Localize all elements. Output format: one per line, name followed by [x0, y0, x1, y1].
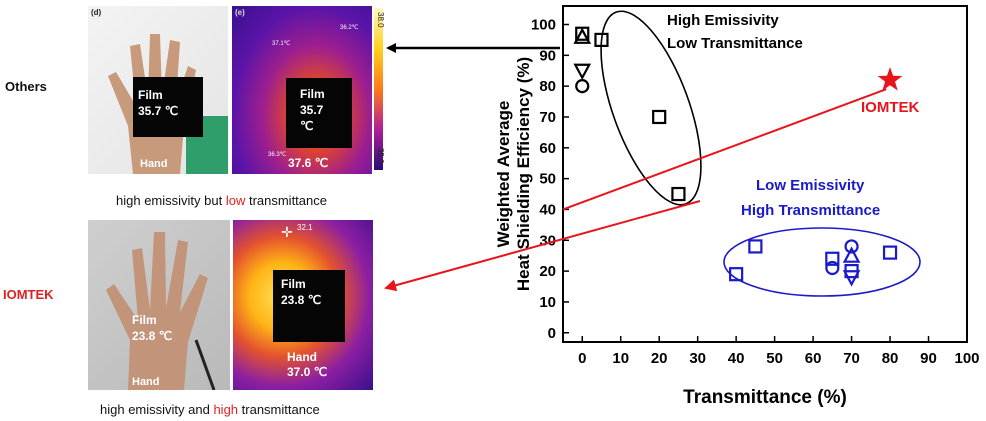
y-tick-label: 50: [539, 171, 556, 188]
trend-line-group: [562, 88, 887, 211]
film-text: Film: [132, 313, 157, 327]
group-label-high-line1: High Emissivity: [667, 12, 779, 29]
caption-text: high emissivity and: [100, 402, 214, 417]
panel-letter-e: (e): [235, 8, 245, 17]
x-tick-label: 60: [805, 350, 822, 367]
point-square: [652, 109, 667, 125]
point-triangle-down: [842, 270, 861, 287]
film-temp: 23.8 ℃: [132, 329, 173, 343]
thermal-image-iomtek: 32.1 ✛ Film 23.8 ℃ Hand 37.0 ℃: [233, 220, 373, 390]
film-temp: 35.7: [300, 103, 324, 117]
row-label-iomtek: IOMTEK: [3, 287, 54, 302]
thermal-crosshair-icon: ✛: [281, 224, 293, 240]
x-tick-label: 50: [766, 350, 783, 367]
point-triangle-up: [573, 27, 592, 44]
trend-line: [562, 88, 887, 211]
thermal-hand-label-bottom: Hand 37.0 ℃: [287, 350, 327, 380]
colorbar-min-label: 35.0: [376, 148, 385, 164]
y-tick-label: 60: [539, 140, 556, 157]
group-label-low-line1: Low Emissivity: [756, 177, 865, 194]
film-label-thermal-bottom: Film 23.8 ℃: [273, 270, 345, 342]
point-circle: [575, 79, 590, 94]
film-unit: ℃: [300, 119, 314, 133]
point-square: [825, 251, 840, 266]
low-emissivity-ellipse: [723, 227, 921, 297]
row-label-others: Others: [5, 79, 47, 94]
x-tick-label: 20: [651, 350, 668, 367]
caption-text: transmittance: [238, 402, 320, 417]
point-triangle-up: [842, 246, 861, 263]
y-axis-label-line1: Weighted Average: [494, 101, 513, 248]
y-tick-label: 90: [539, 47, 556, 64]
point-square: [671, 186, 686, 202]
point-square: [729, 267, 744, 282]
hand-label-photo-top: Hand: [140, 158, 168, 170]
hand-text: Hand: [287, 350, 317, 364]
x-tick-label: 100: [954, 350, 979, 367]
group-label-low-line2: High Transmittance: [741, 202, 880, 219]
high-emissivity-ellipse: [600, 10, 702, 206]
thermal-small-label: 36.2℃: [340, 25, 359, 31]
thermal-colorbar: [374, 8, 383, 170]
hand-label-photo-bottom: Hand: [132, 376, 160, 388]
film-text: Film: [281, 277, 306, 291]
thermal-small-label: 32.1: [297, 223, 313, 232]
photo-hand-iomtek: Film 23.8 ℃ Hand: [88, 220, 230, 390]
caption-iomtek: high emissivity and high transmittance: [100, 402, 320, 417]
y-axis-label-line2: Heat Shielding Efficiency (%): [514, 57, 533, 291]
x-tick-label: 90: [920, 350, 937, 367]
thermal-hand-temp: 37.6 ℃: [288, 156, 329, 170]
caption-text: high emissivity but: [116, 193, 226, 208]
film-temp: 35.7 ℃: [138, 104, 179, 118]
y-tick-label: 80: [539, 78, 556, 95]
y-tick-label: 10: [539, 294, 556, 311]
caption-others: high emissivity but low transmittance: [116, 193, 327, 208]
point-square: [594, 32, 609, 48]
x-tick-label: 30: [689, 350, 706, 367]
film-text: Film: [138, 88, 163, 102]
point-circle: [825, 260, 840, 276]
data-points: [573, 26, 903, 287]
hand-illustration: [106, 232, 216, 390]
colorbar-max-label: 38.0: [376, 12, 385, 28]
y-tick-label: 0: [548, 325, 556, 342]
x-axis: 0 10 20 30 40 50 60 70 80 90 100: [578, 336, 980, 367]
highlight-label: IOMTEK: [861, 99, 919, 116]
point-square: [748, 239, 763, 254]
film-temp: 23.8 ℃: [281, 293, 322, 307]
y-tick-label: 70: [539, 109, 556, 126]
point-square: [882, 245, 898, 260]
x-axis-label: Transmittance (%): [683, 387, 847, 408]
x-tick-label: 10: [612, 350, 629, 367]
x-tick-label: 0: [578, 350, 586, 367]
caption-highlight: high: [213, 402, 239, 417]
caption-highlight: low: [225, 193, 246, 208]
photo-hand-others: (d) Film 35.7 ℃ Hand: [88, 6, 228, 174]
point-triangle-down: [573, 63, 592, 81]
film-text: Film: [300, 87, 325, 101]
plot-frame: [562, 5, 968, 343]
x-tick-label: 40: [728, 350, 745, 367]
iomtek-star-marker: [877, 67, 903, 91]
x-tick-label: 70: [843, 350, 860, 367]
y-tick-label: 40: [539, 201, 556, 218]
arrow-to-iomtek: [384, 200, 701, 292]
panel-letter-d: (d): [91, 8, 102, 17]
y-tick-label: 20: [539, 263, 556, 280]
y-tick-label: 100: [531, 16, 556, 33]
film-label-thermal-top: Film 35.7 ℃: [286, 78, 352, 148]
caption-text: transmittance: [245, 193, 327, 208]
point-circle: [844, 239, 859, 254]
hand-temp: 37.0 ℃: [287, 365, 328, 379]
x-tick-label: 80: [882, 350, 899, 367]
film-label-photo-bottom: Film 23.8 ℃: [132, 312, 172, 344]
film-label-photo-top: Film 35.7 ℃: [133, 77, 203, 137]
thermal-image-others: (e) 37.1℃ 36.2℃ 36.3℃ Film 35.7 ℃ 37.6 ℃: [232, 6, 372, 174]
thermal-small-label: 36.3℃: [268, 152, 287, 158]
thermal-small-label: 37.1℃: [272, 41, 291, 47]
group-label-high-line2: Low Transmittance: [667, 35, 803, 52]
